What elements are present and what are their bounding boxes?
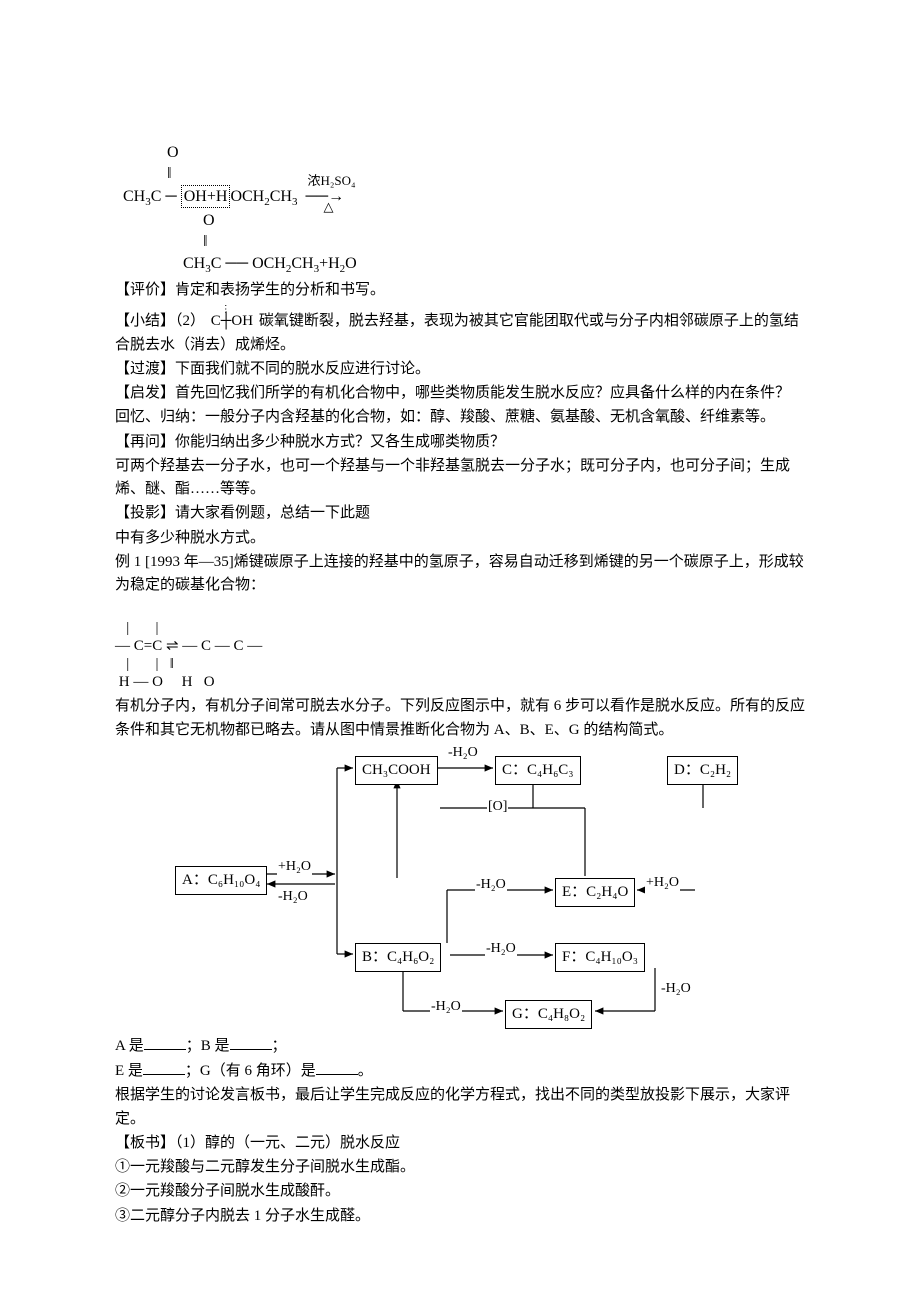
blank-b[interactable] — [230, 1034, 272, 1050]
item-1: ①一元羧酸与二元醇发生分子间脱水生成酯。 — [115, 1156, 805, 1179]
question-line-2: E 是 ；G（有 6 角环）是 。 — [115, 1059, 805, 1083]
question-line-1: A 是 ；B 是 ； — [115, 1034, 805, 1058]
label-bg: -H₂O — [430, 996, 462, 1018]
label-fg: -H₂O — [660, 978, 692, 1000]
node-a: A：C₆H₁₀O₄ — [175, 866, 267, 895]
node-d: D：C₂H₂ — [667, 756, 738, 785]
isomer-formula: | | — C=C ⇌ — C — C — | | ‖ H — O H O — [115, 601, 805, 691]
q-sc1: ； — [272, 1038, 287, 1054]
paragraph-answer: 可两个羟基去一分子水，也可一个羟基与一个非羟基氢脱去一分子水；既可分子内，也可分… — [115, 455, 805, 502]
node-f: F：C₄H₁₀O₃ — [555, 943, 645, 972]
reaction-condition-top: 浓H₂SO₄ — [307, 172, 355, 190]
c-oh-formula: ⋮C┼OH — [209, 310, 255, 333]
item-3: ③二元醇分子内脱去 1 分子水生成醛。 — [115, 1205, 805, 1228]
paragraph-diagram-intro: 有机分子内，有机分子间常可脱去水分子。下列反应图示中，就有 6 步可以看作是脱水… — [115, 695, 805, 742]
paragraph-project: 【投影】请大家看例题，总结一下此题 — [115, 502, 805, 525]
blank-g[interactable] — [316, 1059, 358, 1075]
paragraph-summary-2: 【小结】（2） ⋮C┼OH 碳氧键断裂，脱去羟基，表现为被其它官能团取代或与分子… — [115, 310, 805, 357]
paragraph-inspire: 【启发】首先回忆我们所学的有机化合物中，哪些类物质能发生脱水反应？应具备什么样的… — [115, 382, 805, 405]
label-be: -H₂O — [475, 874, 507, 896]
label-a-bot: -H₂O — [277, 886, 309, 908]
label-bf: -H₂O — [485, 938, 517, 960]
summary-prefix: 【小结】（2） — [115, 313, 205, 329]
paragraph-board: 【板书】（1）醇的（一元、二元）脱水反应 — [115, 1132, 805, 1155]
document-page: O ‖ CH3C ─ OH+HOCH2CH3 浓H₂SO₄──→△ O ‖ CH… — [0, 0, 920, 1289]
label-o: [O] — [487, 796, 508, 818]
node-cooh: CH₃COOH — [355, 756, 438, 785]
q-a-label: A 是 — [115, 1038, 144, 1054]
reaction-equation: O ‖ CH3C ─ OH+HOCH2CH3 浓H₂SO₄──→△ O ‖ CH… — [123, 120, 805, 277]
q-g-label: ；G（有 6 角环）是 — [185, 1063, 316, 1079]
item-2: ②一元羧酸分子间脱水生成酸酐。 — [115, 1180, 805, 1203]
node-g: G：C₄H₈O₂ — [505, 1000, 592, 1029]
paragraph-example: 例 1 [1993 年—35]烯键碳原子上连接的羟基中的氢原子，容易自动迁移到烯… — [115, 551, 805, 598]
q-e-label: E 是 — [115, 1063, 143, 1079]
node-b: B：C₄H₆O₂ — [355, 943, 441, 972]
paragraph-ask-again: 【再问】你能归纳出多少种脱水方式？又各生成哪类物质？ — [115, 431, 805, 454]
label-a-top: +H₂O — [277, 856, 312, 878]
label-e-right: +H₂O — [645, 872, 680, 894]
blank-a[interactable] — [144, 1034, 186, 1050]
reaction-condition-bot: △ — [323, 198, 333, 216]
paragraph-recall: 回忆、归纳：一般分子内含羟基的化合物，如：醇、羧酸、蔗糖、氨基酸、无机含氧酸、纤… — [115, 406, 805, 429]
label-h2o-1: -H₂O — [447, 742, 479, 764]
paragraph-eval: 【评价】肯定和表扬学生的分析和书写。 — [115, 279, 805, 302]
paragraph-transition: 【过渡】下面我们就不同的脱水反应进行讨论。 — [115, 358, 805, 381]
paragraph-project-2: 中有多少种脱水方式。 — [115, 527, 805, 550]
node-c: C：C₄H₆C₃ — [495, 756, 581, 785]
node-e: E：C₂H₄O — [555, 878, 635, 907]
q-b-label: ；B 是 — [186, 1038, 230, 1054]
q-sc2: 。 — [358, 1063, 373, 1079]
blank-e[interactable] — [143, 1059, 185, 1075]
reaction-diagram: A：C₆H₁₀O₄ CH₃COOH C：C₄H₆C₃ D：C₂H₂ B：C₄H₆… — [175, 748, 775, 1028]
paragraph-discuss: 根据学生的讨论发言板书，最后让学生完成反应的化学方程式，找出不同的类型放投影下展… — [115, 1084, 805, 1131]
